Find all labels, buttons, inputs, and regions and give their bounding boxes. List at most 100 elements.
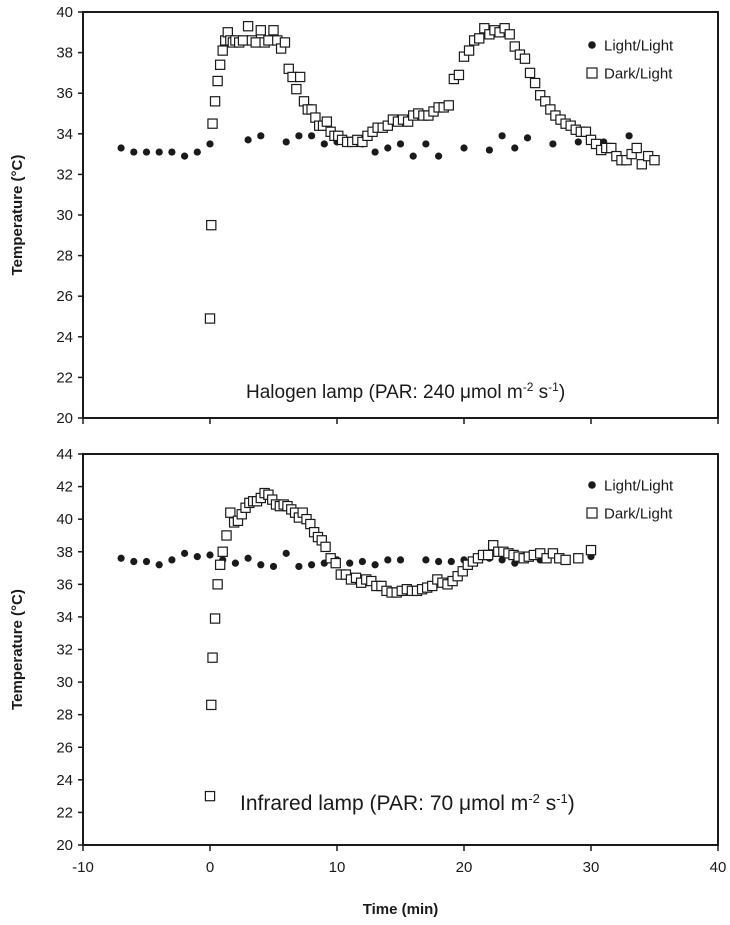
annotation-text: ) [559, 382, 565, 403]
data-point [217, 546, 228, 557]
y-tick-label: 24 [56, 772, 73, 789]
annotation-superscript: -2 [523, 380, 534, 394]
data-point [435, 152, 443, 160]
x-tick-label: -10 [72, 859, 94, 876]
data-point [181, 549, 189, 557]
annotation-superscript: -1 [556, 791, 568, 806]
data-point [207, 652, 218, 663]
data-point [193, 553, 201, 561]
data-point [308, 132, 316, 140]
data-point [282, 138, 290, 146]
data-point [422, 140, 430, 148]
data-point [155, 148, 163, 156]
legend-label-1: Light/Light [604, 478, 674, 495]
data-point [358, 557, 366, 566]
data-point [155, 561, 163, 569]
data-point [206, 699, 217, 711]
data-point [168, 148, 176, 156]
data-point [371, 561, 379, 569]
series-dark-light [204, 21, 660, 324]
y-tick-label: 34 [56, 609, 73, 626]
y-tick-label: 38 [56, 544, 73, 561]
data-point [524, 67, 536, 79]
data-point [193, 148, 201, 156]
y-tick-label: 22 [56, 369, 73, 386]
data-point [204, 790, 216, 802]
y-tick-label: 34 [56, 126, 73, 143]
data-point [206, 140, 214, 148]
data-point [320, 541, 331, 553]
x-tick-label: 20 [456, 859, 473, 876]
annotation-text: Halogen lamp (PAR: 240 μmol m [246, 382, 523, 403]
data-point [585, 544, 597, 556]
data-point [282, 549, 290, 557]
legend: Light/Light Dark/Light [586, 38, 674, 83]
data-point [636, 159, 648, 170]
y-tick-label: 36 [56, 85, 73, 102]
data-point [207, 118, 218, 129]
chart-panel-1: 20 22 24 26 28 30 32 34 36 38 40 Temperature (°C) Li… [9, 4, 719, 427]
data-point [320, 140, 328, 148]
data-point [463, 45, 475, 56]
data-point [346, 559, 354, 567]
data-point [321, 116, 333, 127]
lamp-annotation: Infrared lamp (PAR: 70 μmol m-2 s-1) [240, 791, 575, 816]
legend-marker-2 [586, 507, 598, 519]
annotation-text: ) [568, 792, 575, 815]
data-point [396, 140, 405, 148]
y-axis-title: Temperature (°C) [9, 589, 26, 710]
data-point [498, 132, 506, 140]
y-axis-title: Temperature (°C) [9, 155, 26, 276]
data-point [244, 136, 252, 144]
data-point [209, 613, 221, 624]
y-tick-label: 30 [56, 207, 73, 224]
annotation-text: s [540, 792, 556, 815]
y-tick-label: 40 [56, 511, 73, 528]
data-point [257, 132, 265, 140]
y-tick-label: 44 [56, 446, 73, 463]
y-tick-label: 32 [56, 642, 73, 659]
y-tick-label: 24 [56, 329, 73, 346]
data-point [474, 33, 485, 44]
y-tick-label: 26 [56, 739, 73, 756]
data-point [453, 69, 465, 81]
annotation-text: Infrared lamp (PAR: 70 μmol m [240, 792, 528, 815]
y-tick-label: 26 [56, 288, 73, 305]
data-point [231, 559, 239, 567]
legend-label-1: Light/Light [604, 38, 674, 55]
data-point [217, 45, 228, 56]
y-tick-label: 22 [56, 804, 73, 821]
data-point [649, 154, 660, 166]
data-point [482, 549, 494, 561]
annotation-text: s [533, 382, 548, 403]
data-point [409, 152, 417, 160]
data-point [549, 140, 557, 148]
data-point [573, 553, 584, 564]
x-tick-label: 0 [206, 859, 214, 876]
x-axis-title: Time (min) [363, 901, 439, 918]
data-point [255, 25, 267, 36]
legend-marker-1 [588, 481, 596, 489]
data-point [268, 25, 279, 36]
data-point [460, 144, 468, 152]
y-tick-label: 42 [56, 479, 73, 496]
data-point [242, 21, 254, 32]
x-tick-label: 10 [329, 859, 346, 876]
data-point [237, 35, 249, 46]
y-tick-label: 36 [56, 576, 73, 593]
data-point [214, 559, 226, 570]
annotation-superscript: -2 [528, 791, 540, 806]
data-point [209, 96, 221, 107]
data-point [295, 132, 303, 140]
data-point [519, 53, 531, 64]
data-point [422, 556, 430, 564]
x-tick-label: 30 [583, 859, 600, 876]
data-point [631, 142, 642, 154]
y-tick-label: 20 [56, 837, 73, 854]
data-point [330, 557, 341, 569]
data-point [206, 219, 217, 231]
data-point [485, 146, 493, 154]
data-point [435, 557, 443, 566]
data-point [384, 144, 392, 152]
